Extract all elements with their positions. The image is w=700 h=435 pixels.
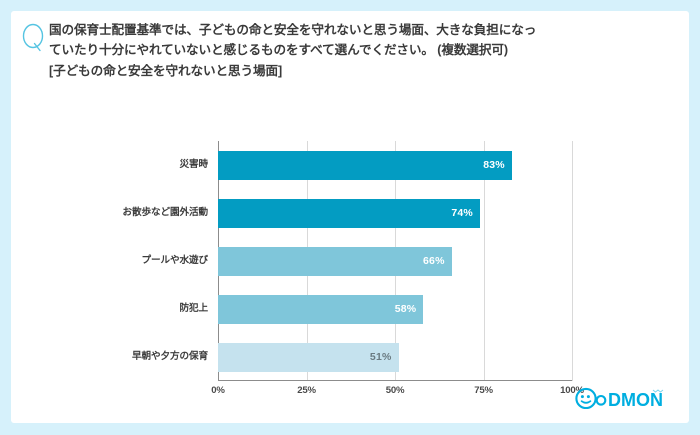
bar: 74% [218,198,480,228]
category-label: お散歩など園外活動 [122,207,209,219]
bar-value-label: 66% [423,255,445,267]
x-tick-label: 50% [385,385,405,396]
bar-row: 防犯上 58% [180,285,572,333]
bar-value-label: 83% [483,159,505,171]
question-text: 国の保育士配置基準では、子どもの命と安全を守れないと思う場面、大きな負担になっ … [49,23,537,78]
x-tick-label: 75% [474,385,493,396]
question-block: 国の保育士配置基準では、子どもの命と安全を守れないと思う場面、大きな負担になっ … [11,20,689,81]
plot-area: 災害時 83% お散歩など園外活動 74% プールや水遊び 66% 防犯上 58% 早朝や夕方の… [123,141,573,381]
category-label: プールや水遊び [141,255,209,267]
x-tick-label: 100% [560,385,584,396]
category-label: 災害時 [179,159,209,171]
bar-value-label: 74% [451,207,473,219]
x-tick-label: 25% [297,385,316,396]
category-label: 早朝や夕方の保育 [132,351,208,363]
bar-row: 早朝や夕方の保育 51% [132,333,572,381]
bar: 66% [218,246,452,276]
bar-value-label: 51% [369,351,392,363]
gridline-100 [572,141,573,381]
bar-row: お散歩など園外活動 74% [123,189,572,237]
logo-wordmark: DMON [608,390,663,409]
bar-series: 災害時 83% お散歩など園外活動 74% プールや水遊び 66% 防犯上 58% 早朝や夕方の… [123,141,572,381]
codmon-logo: DMON [575,387,671,409]
question-mark-icon [19,21,49,55]
bar-chart: 災害時 83% お散歩など園外活動 74% プールや水遊び 66% 防犯上 58% 早朝や夕方の… [11,119,689,396]
bar: 83% [218,150,512,180]
category-label: 防犯上 [179,303,209,315]
bar: 58% [218,294,424,324]
slide-card: 国の保育士配置基準では、子どもの命と安全を守れないと思う場面、大きな負担になっ … [11,11,689,423]
gridline-75 [483,141,485,381]
x-axis-ticks: 0% 25% 50% 75% 100% [211,385,584,401]
bar: 51% [218,342,399,372]
bar-value-label: 58% [394,303,417,315]
bar-row: 災害時 83% [180,141,572,189]
x-axis-line [218,380,572,381]
bar-row: プールや水遊び 66% [142,237,572,285]
x-tick-label: 0% [211,385,225,396]
